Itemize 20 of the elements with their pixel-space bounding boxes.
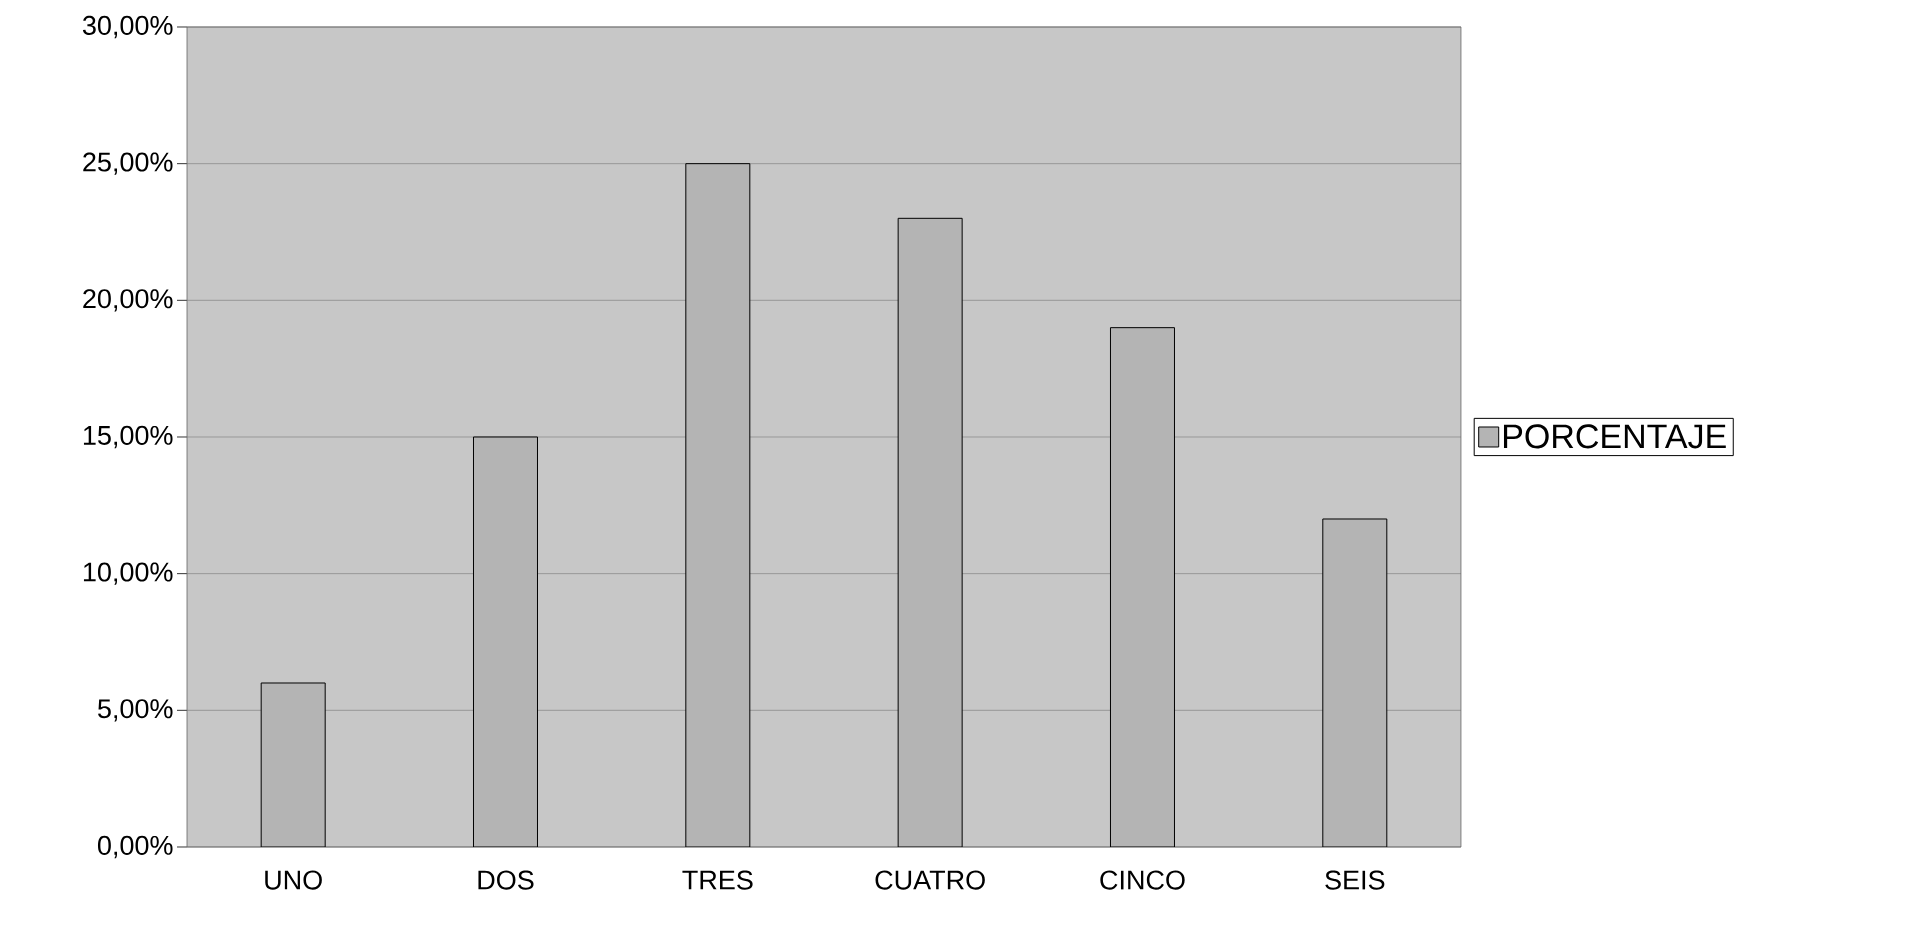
y-tick-label: 0,00% (97, 835, 173, 859)
y-tick-label: 15,00% (83, 425, 173, 449)
x-tick-label: CINCO (1100, 870, 1185, 890)
bar (1109, 327, 1175, 847)
y-tick-label: 30,00% (82, 15, 173, 39)
y-tick-label: 5,00% (98, 699, 173, 722)
y-tick-label: 25,00% (83, 152, 173, 175)
x-tick-label: UNO (265, 870, 322, 890)
y-tick-label: 20,00% (83, 289, 173, 312)
x-tick-label: CUATRO (875, 870, 985, 890)
y-tick-label: 10,00% (83, 562, 173, 585)
bar (473, 436, 538, 847)
bar (260, 682, 326, 847)
bar (897, 217, 963, 847)
x-tick-label: SEIS (1325, 870, 1385, 890)
bar (1322, 518, 1388, 847)
legend-label: PORCENTAJE (1503, 424, 1726, 449)
bar (685, 163, 751, 847)
x-tick-label: TRES (682, 870, 753, 890)
x-tick-label: DOS (478, 870, 534, 890)
